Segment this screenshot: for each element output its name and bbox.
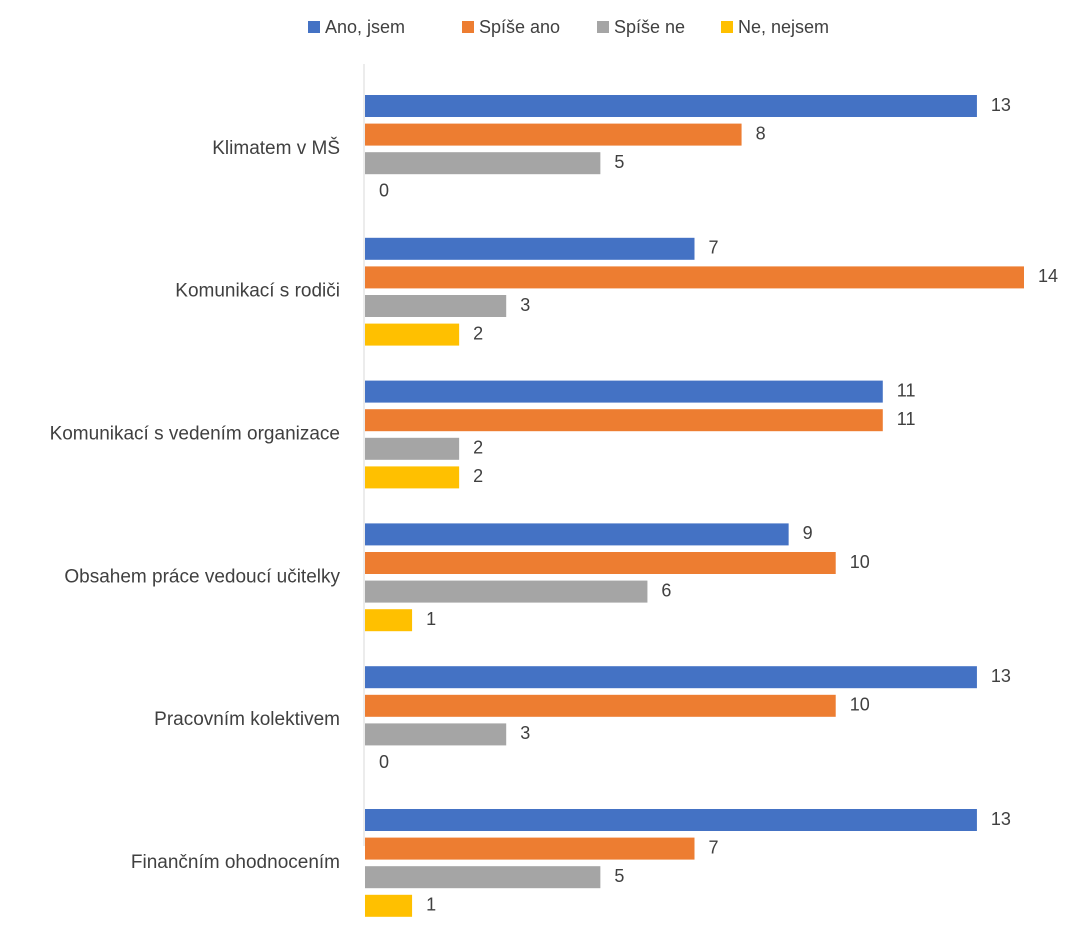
legend-label: Spíše ne	[614, 16, 686, 37]
data-label: 5	[614, 866, 624, 886]
data-label: 2	[473, 323, 483, 343]
category-label: Komunikací s rodiči	[175, 281, 340, 302]
data-label: 11	[897, 380, 916, 400]
legend-item: Ano, jsem	[308, 16, 405, 38]
data-label: 5	[614, 152, 624, 172]
category-label: Pracovním kolektivem	[154, 709, 340, 730]
data-label: 2	[473, 438, 483, 458]
data-label: 7	[709, 837, 719, 857]
data-label: 1	[426, 895, 436, 915]
data-label: 2	[473, 466, 483, 486]
legend-label: Spíše ano	[479, 16, 561, 37]
data-label: 3	[520, 723, 530, 743]
bar	[365, 809, 977, 831]
legend-swatch	[597, 21, 609, 33]
legend-item: Spíše ne	[597, 16, 685, 38]
category-label: Finančním ohodnocením	[131, 852, 340, 873]
bar	[365, 323, 460, 346]
legend-label: Ne, nejsem	[738, 16, 830, 37]
data-label: 6	[661, 580, 671, 600]
data-label: 13	[991, 95, 1011, 115]
data-label: 0	[379, 752, 389, 772]
bar	[365, 552, 836, 574]
bar	[365, 295, 507, 317]
legend-item: Ne, nejsem	[721, 16, 829, 38]
category-group: Komunikací s rodiči 7 14 3 2	[175, 238, 1058, 346]
bar	[365, 409, 883, 432]
category-label: Klimatem v MŠ	[212, 137, 340, 159]
legend-label: Ano, jsem	[325, 16, 406, 37]
legend-swatch	[462, 21, 474, 33]
bar	[365, 95, 977, 117]
legend-swatch	[721, 21, 733, 33]
data-label: 1	[426, 609, 436, 629]
data-label: 13	[991, 809, 1011, 829]
data-label: 11	[897, 409, 916, 429]
bar	[365, 380, 883, 403]
legend-item: Spíše ano	[462, 16, 560, 38]
legend-swatch	[308, 21, 320, 33]
bar	[365, 837, 695, 860]
data-label: 14	[1038, 266, 1058, 286]
data-label: 0	[379, 181, 389, 201]
data-label: 10	[850, 695, 870, 715]
bar	[365, 466, 460, 489]
data-label: 3	[520, 295, 530, 315]
category-group: Klimatem v MŠ 13 8 5 0	[212, 95, 1011, 201]
bar	[365, 523, 789, 546]
bar	[365, 152, 601, 175]
data-label: 13	[991, 666, 1011, 686]
data-label: 7	[709, 238, 719, 258]
bar	[365, 666, 977, 689]
category-group: Komunikací s vedením organizace 11 11 2 2	[50, 380, 916, 489]
data-label: 9	[803, 523, 813, 543]
bar	[365, 609, 413, 632]
category-group: Pracovním kolektivem 13 10 3 0	[154, 666, 1011, 772]
bar	[365, 266, 1024, 289]
bar	[365, 237, 695, 260]
bar	[365, 723, 507, 746]
category-group: Finančním ohodnocením 13 7 5 1	[131, 809, 1011, 917]
category-label: Obsahem práce vedoucí učitelky	[64, 566, 340, 587]
bar	[365, 580, 648, 603]
bar	[365, 694, 836, 717]
bar	[365, 894, 413, 917]
data-label: 10	[850, 552, 870, 572]
category-label: Komunikací s vedením organizace	[50, 424, 340, 445]
bar	[365, 123, 742, 146]
bar	[365, 866, 601, 889]
data-label: 8	[756, 123, 766, 143]
bar	[365, 437, 460, 460]
category-group: Obsahem práce vedoucí učitelky 9 10 6 1	[64, 523, 870, 632]
